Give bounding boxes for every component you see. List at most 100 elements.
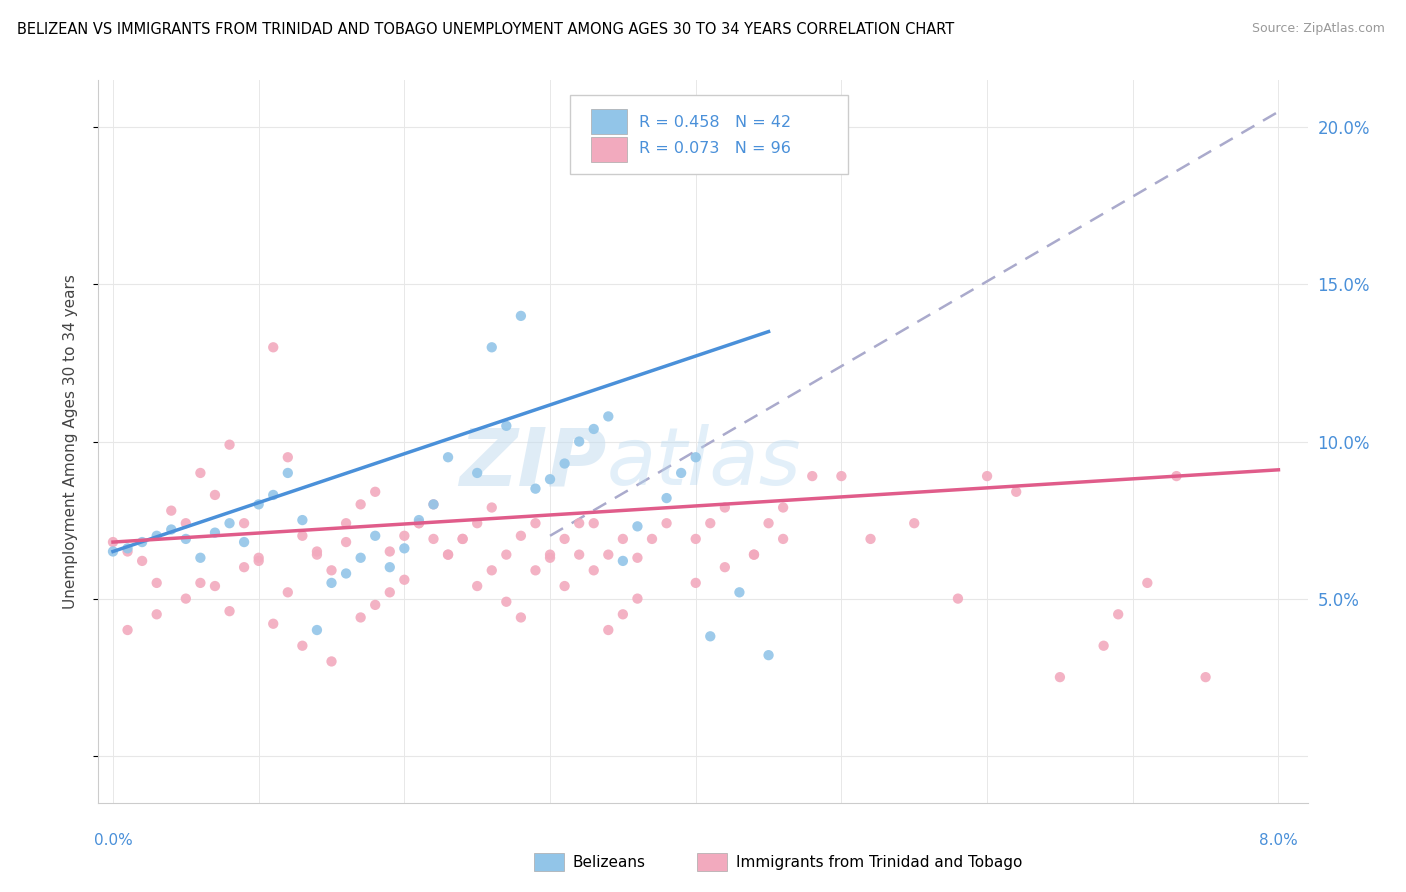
- Point: [699, 516, 721, 531]
- Point: [218, 438, 240, 452]
- Point: [859, 532, 882, 546]
- Point: [321, 655, 343, 669]
- Text: Source: ZipAtlas.com: Source: ZipAtlas.com: [1251, 22, 1385, 36]
- Point: [422, 532, 444, 546]
- Point: [742, 548, 765, 562]
- Text: 0.0%: 0.0%: [94, 833, 132, 848]
- Point: [422, 497, 444, 511]
- Point: [465, 466, 488, 480]
- Point: [538, 550, 561, 565]
- Point: [714, 560, 737, 574]
- Point: [481, 500, 503, 515]
- Point: [335, 566, 357, 581]
- Point: [554, 532, 576, 546]
- Point: [437, 450, 460, 465]
- Point: [277, 450, 299, 465]
- FancyBboxPatch shape: [591, 136, 627, 162]
- Point: [801, 469, 824, 483]
- Point: [145, 529, 167, 543]
- Point: [830, 469, 852, 483]
- Point: [422, 497, 444, 511]
- Point: [742, 548, 765, 562]
- Point: [728, 585, 751, 599]
- Point: [495, 418, 517, 433]
- Point: [1166, 469, 1188, 483]
- Point: [291, 513, 314, 527]
- Point: [495, 595, 517, 609]
- Point: [612, 554, 634, 568]
- Point: [350, 550, 373, 565]
- Point: [524, 563, 547, 577]
- Point: [190, 466, 212, 480]
- Text: R = 0.458   N = 42: R = 0.458 N = 42: [638, 115, 792, 129]
- Point: [305, 548, 328, 562]
- Point: [437, 548, 460, 562]
- Point: [378, 544, 401, 558]
- Point: [262, 340, 284, 354]
- Point: [190, 575, 212, 590]
- Point: [394, 541, 416, 556]
- Point: [509, 610, 531, 624]
- Point: [262, 616, 284, 631]
- Point: [524, 516, 547, 531]
- Point: [394, 529, 416, 543]
- Point: [350, 610, 373, 624]
- Point: [233, 535, 256, 549]
- Point: [538, 548, 561, 562]
- Point: [524, 482, 547, 496]
- Point: [321, 563, 343, 577]
- Text: R = 0.073   N = 96: R = 0.073 N = 96: [638, 142, 790, 156]
- Point: [1107, 607, 1129, 622]
- Point: [641, 532, 664, 546]
- Text: Belizeans: Belizeans: [572, 855, 645, 870]
- Point: [465, 579, 488, 593]
- Point: [394, 573, 416, 587]
- Point: [582, 516, 605, 531]
- Point: [626, 591, 648, 606]
- Text: BELIZEAN VS IMMIGRANTS FROM TRINIDAD AND TOBAGO UNEMPLOYMENT AMONG AGES 30 TO 34: BELIZEAN VS IMMIGRANTS FROM TRINIDAD AND…: [17, 22, 955, 37]
- Point: [655, 491, 678, 505]
- Point: [509, 529, 531, 543]
- Point: [1136, 575, 1159, 590]
- Point: [350, 497, 373, 511]
- Point: [451, 532, 474, 546]
- Point: [509, 309, 531, 323]
- Point: [437, 548, 460, 562]
- Point: [1194, 670, 1216, 684]
- Text: ZIP: ZIP: [458, 425, 606, 502]
- Point: [247, 554, 270, 568]
- Point: [568, 434, 591, 449]
- Point: [364, 529, 387, 543]
- Point: [582, 422, 605, 436]
- Point: [758, 516, 780, 531]
- Point: [1092, 639, 1115, 653]
- Point: [1049, 670, 1071, 684]
- Point: [277, 585, 299, 599]
- Point: [335, 516, 357, 531]
- Point: [946, 591, 969, 606]
- Point: [465, 516, 488, 531]
- Text: Immigrants from Trinidad and Tobago: Immigrants from Trinidad and Tobago: [735, 855, 1022, 870]
- Point: [685, 575, 707, 590]
- FancyBboxPatch shape: [591, 109, 627, 135]
- Point: [262, 488, 284, 502]
- Point: [204, 579, 226, 593]
- Point: [1005, 484, 1028, 499]
- Point: [190, 550, 212, 565]
- Point: [976, 469, 998, 483]
- FancyBboxPatch shape: [534, 854, 564, 871]
- Point: [612, 607, 634, 622]
- Point: [233, 560, 256, 574]
- Point: [582, 563, 605, 577]
- Point: [305, 623, 328, 637]
- Point: [204, 525, 226, 540]
- Point: [714, 500, 737, 515]
- Point: [378, 560, 401, 574]
- Point: [160, 523, 183, 537]
- Point: [218, 604, 240, 618]
- Point: [277, 466, 299, 480]
- Point: [669, 466, 692, 480]
- Point: [655, 516, 678, 531]
- Point: [699, 629, 721, 643]
- Point: [772, 500, 794, 515]
